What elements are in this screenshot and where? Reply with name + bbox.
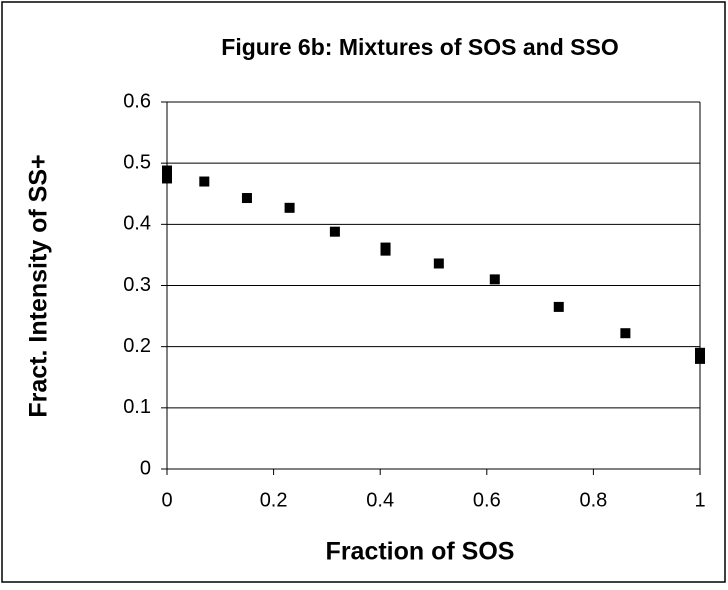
point bbox=[162, 173, 172, 184]
y-tick-label: 0.3 bbox=[123, 274, 151, 296]
y-tick-label: 0 bbox=[140, 457, 151, 479]
point bbox=[284, 202, 295, 213]
y-tick-label: 0.5 bbox=[123, 151, 151, 173]
y-tick-label: 0.6 bbox=[123, 90, 151, 112]
point bbox=[489, 274, 500, 285]
x-tick-label: 0.2 bbox=[260, 489, 288, 511]
point bbox=[695, 353, 705, 364]
point bbox=[241, 193, 252, 204]
y-tick-label: 0.4 bbox=[123, 213, 151, 235]
point bbox=[433, 258, 444, 269]
x-tick-label: 0.8 bbox=[579, 489, 607, 511]
x-tick-label: 0.4 bbox=[366, 489, 394, 511]
x-axis-label: Fraction of SOS bbox=[326, 538, 515, 566]
x-tick-label: 0 bbox=[161, 489, 172, 511]
y-tick-label: 0.2 bbox=[123, 335, 151, 357]
point bbox=[553, 301, 564, 312]
y-tick-label: 0.1 bbox=[123, 396, 151, 418]
y-axis-label: Fract. Intensity of SS+ bbox=[25, 154, 53, 417]
x-tick-label: 1 bbox=[694, 489, 705, 511]
x-tick-label: 0.6 bbox=[473, 489, 501, 511]
chart-title: Figure 6b: Mixtures of SOS and SSO bbox=[221, 34, 618, 60]
point bbox=[380, 245, 391, 256]
point bbox=[162, 165, 172, 176]
point bbox=[329, 226, 340, 237]
point bbox=[620, 328, 631, 339]
point bbox=[199, 176, 210, 187]
point bbox=[695, 347, 705, 358]
